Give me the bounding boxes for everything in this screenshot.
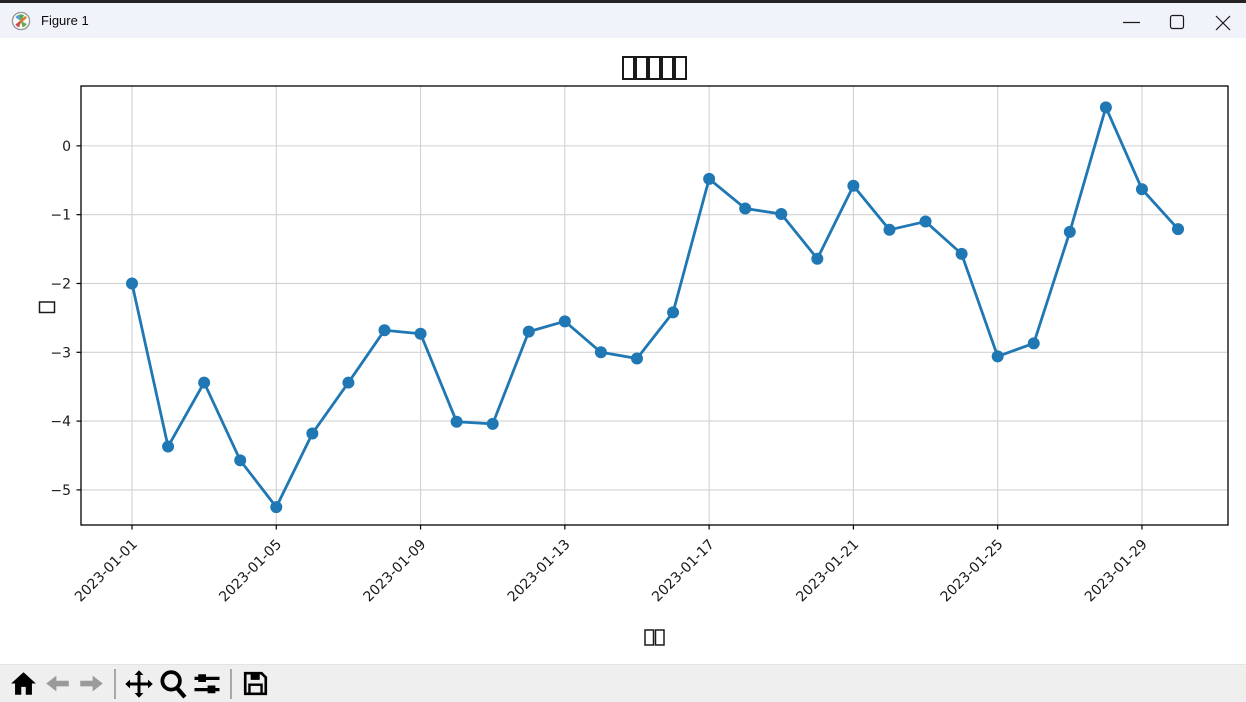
back-button[interactable] <box>41 668 73 700</box>
forward-button[interactable] <box>75 668 107 700</box>
home-button[interactable] <box>7 668 39 700</box>
zoom-button[interactable] <box>157 668 189 700</box>
matplotlib-logo-icon <box>11 11 31 30</box>
svg-text:−5: −5 <box>50 483 71 499</box>
forward-arrow-icon <box>79 675 103 692</box>
pan-move-icon <box>125 669 153 698</box>
toolbar-separator <box>230 668 232 699</box>
zoom-magnifier-icon <box>160 669 187 699</box>
svg-text:2023-01-25: 2023-01-25 <box>938 537 1007 606</box>
svg-text:2023-01-29: 2023-01-29 <box>1082 537 1151 606</box>
minimize-icon <box>1123 21 1140 24</box>
pan-button[interactable] <box>123 668 155 700</box>
svg-text:0: 0 <box>62 139 71 155</box>
configure-subplots-button[interactable] <box>191 668 223 700</box>
svg-text:−4: −4 <box>50 414 71 430</box>
minimize-button[interactable] <box>1108 3 1154 38</box>
svg-text:2023-01-09: 2023-01-09 <box>361 537 430 606</box>
window-top-border <box>0 0 1246 3</box>
maximize-icon <box>1169 14 1185 30</box>
titlebar[interactable]: Figure 1 <box>0 3 1246 38</box>
save-button[interactable] <box>239 668 271 700</box>
window-title: Figure 1 <box>41 13 89 28</box>
navigation-toolbar <box>0 664 1246 702</box>
back-arrow-icon <box>45 675 69 692</box>
svg-text:−2: −2 <box>50 276 71 292</box>
close-icon <box>1215 15 1231 31</box>
line-chart[interactable]: 0 −1 −2 −3 −4 −5 2023-01-01 2023-01-05 2023-01-0… <box>0 38 1246 664</box>
close-button[interactable] <box>1200 3 1246 38</box>
svg-text:2023-01-17: 2023-01-17 <box>649 537 718 606</box>
toolbar-separator <box>114 668 116 699</box>
svg-text:−1: −1 <box>50 208 71 224</box>
svg-text:2023-01-21: 2023-01-21 <box>793 537 862 606</box>
figure-canvas[interactable]: 0 −1 −2 −3 −4 −5 2023-01-01 2023-01-05 2023-01-0… <box>0 38 1246 664</box>
home-icon <box>10 672 36 695</box>
svg-text:2023-01-13: 2023-01-13 <box>505 537 574 606</box>
svg-text:−3: −3 <box>50 345 71 361</box>
svg-text:2023-01-05: 2023-01-05 <box>216 537 285 606</box>
svg-text:2023-01-01: 2023-01-01 <box>72 537 141 606</box>
sliders-icon <box>194 673 220 693</box>
save-floppy-icon <box>243 671 267 696</box>
maximize-button[interactable] <box>1154 3 1200 38</box>
